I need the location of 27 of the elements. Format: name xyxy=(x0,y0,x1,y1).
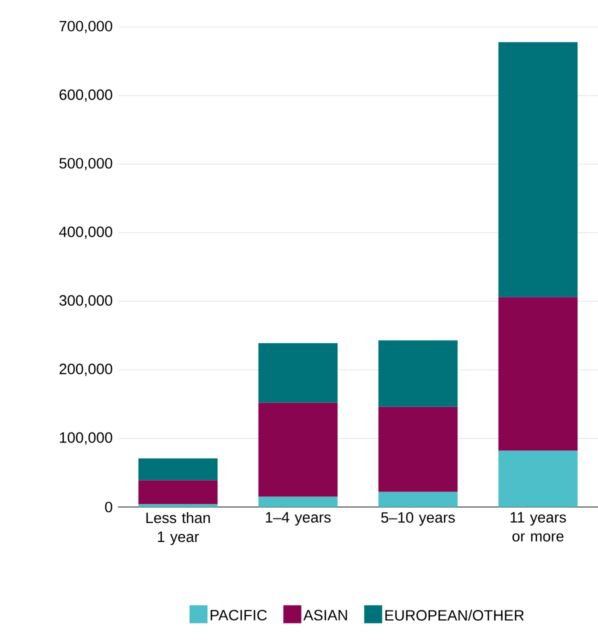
y-tick-label: 100,000 xyxy=(60,432,112,445)
y-tick-label: 700,000 xyxy=(59,20,112,34)
y-tick-label: 600,000 xyxy=(59,89,112,102)
bar xyxy=(498,42,578,298)
bar xyxy=(378,406,458,492)
legend-label: PACIFIC xyxy=(210,610,267,620)
y-tick-label: 400,000 xyxy=(58,226,112,239)
x-tick-label: 11 years or more xyxy=(510,512,566,542)
bar xyxy=(138,458,218,480)
bar xyxy=(258,343,338,403)
legend-label: EUROPEAN/OTHER xyxy=(385,610,524,621)
bar xyxy=(378,492,458,507)
y-tick-label: 300,000 xyxy=(59,295,112,308)
bar xyxy=(498,297,578,451)
bar xyxy=(378,340,458,407)
bar xyxy=(498,450,578,507)
x-tick-label: Less than 1 year xyxy=(146,512,210,546)
y-tick-label: 0 xyxy=(104,502,112,512)
y-tick-label: 500,000 xyxy=(59,158,112,170)
legend-label: ASIAN xyxy=(303,610,347,620)
bar xyxy=(138,480,218,504)
bar xyxy=(138,504,218,507)
bar xyxy=(258,402,338,497)
x-tick-label: 5–10 years xyxy=(380,512,455,526)
bar xyxy=(258,496,338,507)
y-tick-label: 200,000 xyxy=(59,364,112,376)
x-tick-label: 1–4 years xyxy=(266,512,330,526)
